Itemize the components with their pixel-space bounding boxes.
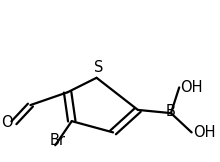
Text: OH: OH [180, 80, 203, 95]
Text: S: S [94, 60, 103, 75]
Text: O: O [1, 115, 13, 130]
Text: B: B [166, 104, 176, 119]
Text: OH: OH [193, 125, 215, 140]
Text: Br: Br [49, 133, 65, 148]
